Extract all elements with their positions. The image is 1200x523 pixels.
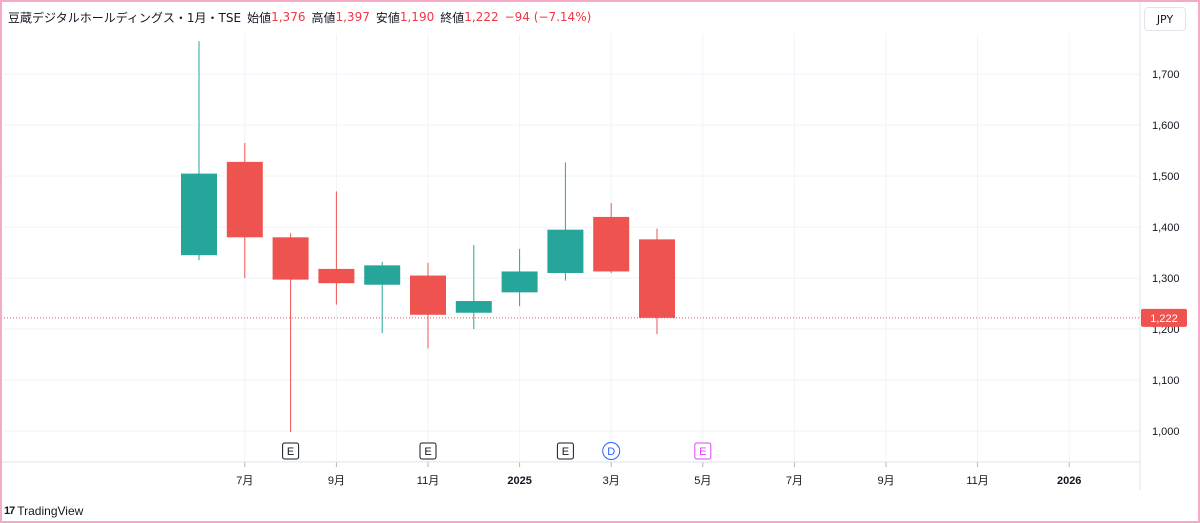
- low-label: 安値: [375, 10, 400, 25]
- x-tick-label: 9月: [328, 475, 345, 487]
- tradingview-logo-text: TradingView: [17, 504, 84, 518]
- dividend-marker-label: D: [607, 446, 615, 458]
- high-value: 1,397: [335, 10, 370, 24]
- change-value: −94 (−7.14%): [504, 10, 592, 24]
- earnings-marker: [282, 442, 300, 460]
- y-tick-label: 1,700: [1152, 69, 1180, 81]
- candle-body: [226, 161, 263, 238]
- close-label: 終値: [440, 10, 465, 25]
- x-tick-label: 9月: [877, 475, 894, 487]
- earnings-marker: [556, 442, 574, 460]
- open-label: 始値: [247, 10, 272, 25]
- x-tick-label: 2025: [507, 475, 531, 487]
- y-tick-label: 1,600: [1152, 120, 1180, 132]
- candle-body: [364, 265, 401, 285]
- x-tick-label: 3月: [603, 475, 620, 487]
- candle-body: [318, 268, 355, 284]
- earnings-marker-label: E: [287, 446, 294, 458]
- candle-body: [501, 271, 538, 293]
- earnings-marker-label: E: [424, 446, 431, 458]
- low-value: 1,190: [399, 10, 435, 24]
- candle-body: [181, 173, 217, 256]
- upcoming-earnings-marker-label: E: [699, 446, 706, 458]
- chart-header: 豆蔵デジタルホールディングス・1月・TSE 始値 1,376 高値 1,397 安値…: [8, 8, 591, 26]
- x-tick-label: 11月: [966, 475, 988, 487]
- y-tick-label: 1,300: [1152, 273, 1180, 285]
- x-tick-label: 11月: [417, 475, 439, 487]
- tradingview-logo[interactable]: 17 TradingView: [4, 503, 83, 519]
- currency-button[interactable]: JPY: [1144, 7, 1186, 31]
- x-tick-label: 7月: [236, 475, 253, 487]
- dividend-marker: [602, 442, 621, 460]
- x-tick-label: 7月: [786, 475, 803, 487]
- open-value: 1,376: [271, 10, 306, 24]
- x-tick-label: 2026: [1057, 475, 1081, 487]
- earnings-marker: [419, 442, 437, 460]
- y-tick-label: 1,000: [1152, 426, 1180, 438]
- close-value: 1,222: [464, 10, 499, 24]
- x-tick-label: 5月: [694, 475, 711, 487]
- y-tick-label: 1,400: [1152, 222, 1180, 234]
- last-price-badge: [1141, 308, 1187, 327]
- y-tick-label: 1,200: [1152, 324, 1180, 336]
- symbol-title[interactable]: 豆蔵デジタルホールディングス・1月・TSE: [8, 10, 242, 25]
- upcoming-earnings-marker: [694, 442, 712, 460]
- high-label: 高値: [311, 10, 336, 25]
- candle-body: [455, 301, 492, 313]
- tradingview-logo-icon: 17: [4, 505, 15, 517]
- candle-body: [410, 275, 446, 315]
- candle-body: [639, 239, 675, 318]
- candle-body: [547, 229, 584, 273]
- earnings-marker-label: E: [562, 446, 569, 458]
- candle-body: [272, 237, 309, 280]
- last-price-label: 1,222: [1150, 313, 1178, 325]
- y-tick-label: 1,100: [1152, 375, 1180, 387]
- y-tick-label: 1,500: [1152, 171, 1180, 183]
- candle-body: [593, 216, 630, 272]
